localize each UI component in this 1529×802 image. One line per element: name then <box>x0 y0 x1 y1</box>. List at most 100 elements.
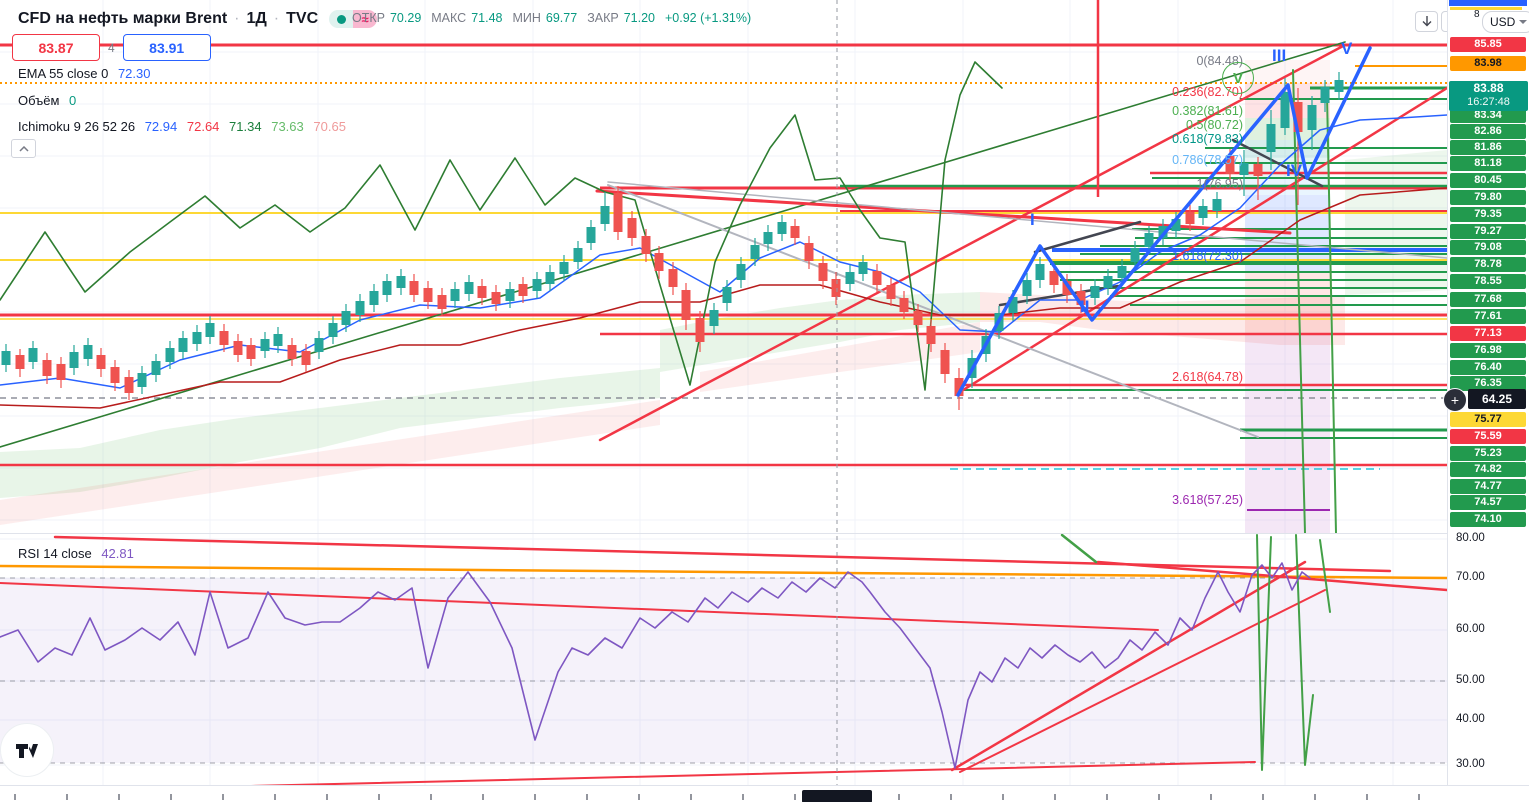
circled-wave-label: V <box>1222 62 1254 94</box>
crosshair-date-label <box>802 790 872 802</box>
pane-separator[interactable] <box>0 533 1447 534</box>
fib-level-label: 0.382(81.61) <box>1172 104 1243 118</box>
fib-level-label: 2.618(64.78) <box>1172 370 1243 384</box>
fib-level-label: 0(84.48) <box>1196 54 1243 68</box>
rsi-value: 42.81 <box>101 546 134 561</box>
price-scale-label: 79.08 <box>1450 240 1526 255</box>
price-scale-label: 82.86 <box>1450 124 1526 139</box>
separator: · <box>234 10 240 27</box>
rsi-name: RSI 14 close <box>18 546 92 561</box>
price-scale-label: 81.18 <box>1450 156 1526 171</box>
price-scale-label: 80.45 <box>1450 173 1526 188</box>
trade-widget: 83.87 4 83.91 <box>12 34 211 61</box>
candles <box>1 72 1344 410</box>
price-scale-label: 78.78 <box>1450 257 1526 272</box>
current-price-label: 83.88 16:27:48 <box>1449 81 1528 111</box>
close-value: 71.20 <box>623 11 655 25</box>
sell-button[interactable]: 83.87 <box>12 34 100 61</box>
price-scale-label: 74.10 <box>1450 512 1526 527</box>
price-scale-label: 74.57 <box>1450 495 1526 510</box>
price-scale-label: 76.35 <box>1450 376 1526 391</box>
price-scale-label: 81.86 <box>1450 140 1526 155</box>
price-scale-label: 75.59 <box>1450 429 1526 444</box>
price-scale-label: 78.55 <box>1450 274 1526 289</box>
last-price: 83.88 <box>1473 81 1504 95</box>
price-scale-label: 75.23 <box>1450 446 1526 461</box>
elliott-wave-label: IV <box>1286 161 1303 180</box>
price-scale-label: 74.82 <box>1450 462 1526 477</box>
price-scale-label: 83.34 <box>1450 108 1526 123</box>
price-chart-canvas[interactable] <box>0 0 1447 785</box>
change-value: +0.92 (+1.31%) <box>664 11 752 25</box>
price-scale-label: 79.35 <box>1450 207 1526 222</box>
ema-name: EMA 55 close 0 <box>18 66 109 81</box>
rsi-scale-label: 80.00 <box>1456 532 1485 544</box>
tradingview-logo-icon <box>16 744 38 758</box>
approx-price-icon: ≈ <box>353 10 378 28</box>
collapse-legend-button[interactable] <box>11 139 36 158</box>
close-label: ЗАКР <box>587 11 619 25</box>
rsi-scale-label: 30.00 <box>1456 758 1485 770</box>
currency-label: USD <box>1490 15 1516 29</box>
ichimoku-name: Ichimoku 9 26 52 26 <box>18 119 136 134</box>
legend-ichimoku[interactable]: Ichimoku 9 26 52 26 72.94 72.64 71.34 73… <box>18 119 346 134</box>
ohlc-values: ОТКР 70.29 МАКС 71.48 МИН 69.77 ЗАКР 71.… <box>352 11 756 25</box>
elliott-wave-label: II <box>1080 297 1090 316</box>
arrow-down-icon <box>1422 16 1431 27</box>
symbol-header[interactable]: CFD на нефть марки Brent · 1Д · TVC ≈ <box>18 8 378 30</box>
rsi-scale-label: 40.00 <box>1456 713 1485 725</box>
price-scale-label: 79.80 <box>1450 190 1526 205</box>
exchange-label: TVC <box>286 10 319 27</box>
elliott-wave-label: V <box>1341 39 1353 58</box>
currency-selector[interactable]: USD <box>1482 11 1529 33</box>
fib-level-label: 0.786(78.57) <box>1172 153 1243 167</box>
symbol-title[interactable]: CFD на нефть марки Brent <box>18 10 228 27</box>
low-label: МИН <box>512 11 541 25</box>
time-axis[interactable] <box>0 785 1529 802</box>
ichimoku-value: 72.64 <box>186 119 220 134</box>
clipped-yellow-price-line <box>1450 7 1522 10</box>
legend-rsi[interactable]: RSI 14 close 42.81 <box>18 546 134 561</box>
time-axis-ticks <box>0 794 1447 800</box>
ema-value: 72.30 <box>117 66 151 81</box>
low-value: 69.77 <box>545 11 578 25</box>
scroll-to-recent-button[interactable] <box>1415 11 1438 32</box>
price-scale-label: 76.40 <box>1450 360 1526 375</box>
clipped-blue-price-line <box>1449 0 1527 6</box>
interval-label[interactable]: 1Д <box>246 10 267 27</box>
fib-level-label: 0.618(79.83) <box>1172 132 1243 146</box>
price-scale-label: 77.68 <box>1450 292 1526 307</box>
price-scale-label: 83.98 <box>1450 56 1526 71</box>
crosshair-price-label: 64.25 <box>1468 389 1526 409</box>
fib-level-label: 1.618(72.30) <box>1172 249 1243 263</box>
price-scale-label: 74.77 <box>1450 479 1526 494</box>
chevron-down-icon <box>1519 20 1528 24</box>
legend-ema[interactable]: EMA 55 close 0 72.30 <box>18 66 151 81</box>
price-scale-label: 77.13 <box>1450 326 1526 341</box>
ichimoku-value: 71.34 <box>229 119 262 134</box>
price-scale-label: 85.85 <box>1450 37 1526 52</box>
chevron-up-icon <box>18 145 29 152</box>
market-open-dot-icon <box>336 14 346 24</box>
ichimoku-value: 73.63 <box>271 119 304 134</box>
open-value: 70.29 <box>389 11 422 25</box>
elliott-wave-label: I <box>1030 210 1035 229</box>
ichimoku-value: 72.94 <box>144 119 178 134</box>
elliott-wave-label: III <box>1272 46 1287 65</box>
price-scale-label: 75.77 <box>1450 412 1526 427</box>
rsi-scale-label: 50.00 <box>1456 674 1485 686</box>
volume-name: Объём <box>18 93 60 108</box>
market-status-badge[interactable]: ≈ <box>329 10 378 28</box>
add-alert-plus-button[interactable]: + <box>1443 388 1467 412</box>
tradingview-logo[interactable] <box>0 723 54 777</box>
buy-button[interactable]: 83.91 <box>122 34 211 61</box>
legend-volume[interactable]: Объём 0 <box>18 93 76 108</box>
rsi-scale-label: 70.00 <box>1456 571 1485 583</box>
separator: · <box>273 10 280 27</box>
scale-superscript: 8 <box>1474 9 1480 20</box>
price-scale-label: 77.61 <box>1450 309 1526 324</box>
fib-level-label: 0.236(82.70) <box>1172 85 1243 99</box>
high-label: МАКС <box>431 11 467 25</box>
spread-value: 4 <box>108 40 115 55</box>
